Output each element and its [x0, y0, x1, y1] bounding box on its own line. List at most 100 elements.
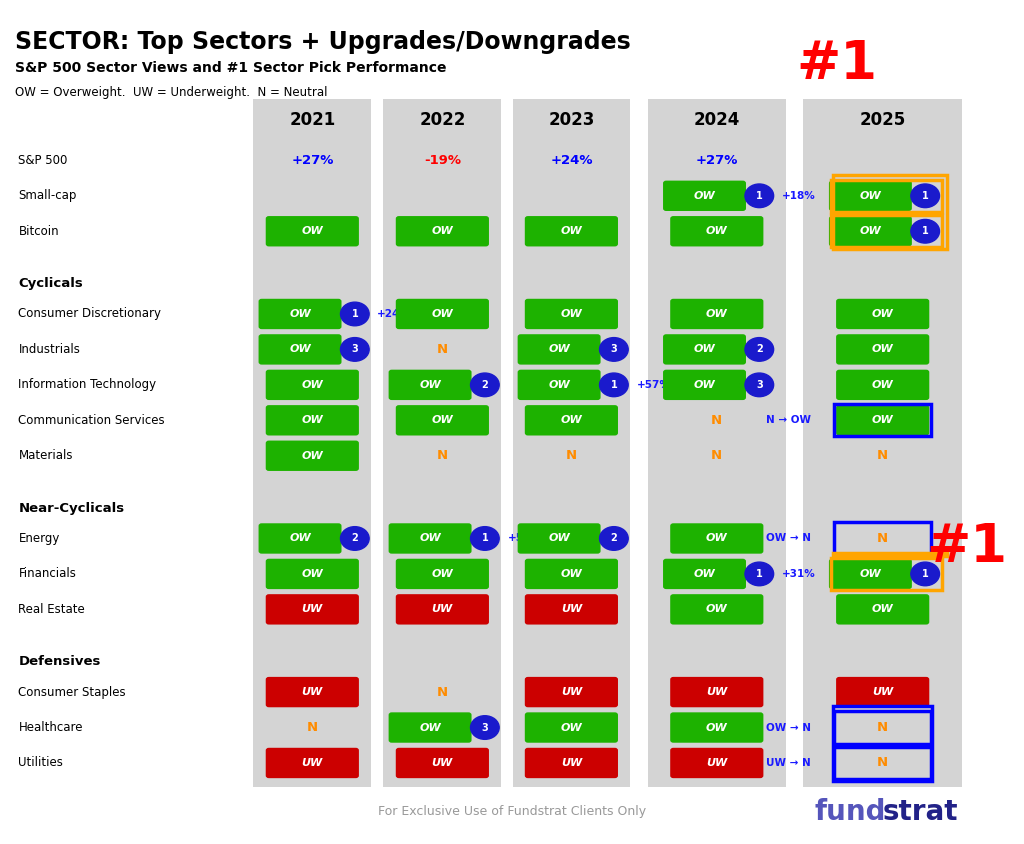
Text: Communication Services: Communication Services — [18, 414, 165, 427]
FancyBboxPatch shape — [525, 216, 618, 246]
FancyBboxPatch shape — [266, 441, 359, 471]
Text: S&P 500: S&P 500 — [18, 154, 68, 167]
FancyBboxPatch shape — [836, 299, 930, 329]
FancyBboxPatch shape — [525, 559, 618, 589]
Bar — [803, 99, 963, 787]
Text: Utilities: Utilities — [18, 756, 63, 770]
Text: SECTOR: Top Sectors + Upgrades/Downgrades: SECTOR: Top Sectors + Upgrades/Downgrade… — [15, 30, 631, 53]
Text: Bitcoin: Bitcoin — [18, 225, 59, 238]
Text: OW: OW — [419, 722, 441, 733]
Text: OW: OW — [301, 415, 324, 425]
Bar — [831, 215, 942, 247]
Text: +59%: +59% — [508, 533, 541, 544]
FancyBboxPatch shape — [525, 299, 618, 329]
FancyBboxPatch shape — [395, 559, 489, 589]
Text: 2: 2 — [351, 533, 358, 544]
FancyBboxPatch shape — [395, 594, 489, 625]
Bar — [831, 180, 942, 212]
Text: N: N — [878, 449, 888, 463]
Circle shape — [340, 338, 370, 361]
Text: Financials: Financials — [18, 567, 77, 581]
FancyBboxPatch shape — [525, 677, 618, 707]
Text: Healthcare: Healthcare — [18, 721, 83, 734]
FancyBboxPatch shape — [664, 370, 745, 400]
FancyBboxPatch shape — [670, 712, 763, 743]
Text: OW: OW — [560, 226, 583, 236]
Text: 1: 1 — [922, 226, 929, 236]
FancyBboxPatch shape — [670, 748, 763, 778]
Text: 3: 3 — [481, 722, 488, 733]
Text: OW: OW — [693, 191, 716, 201]
FancyBboxPatch shape — [525, 748, 618, 778]
Text: UW: UW — [302, 604, 323, 614]
Text: N: N — [437, 685, 447, 699]
Text: 1: 1 — [756, 191, 763, 201]
Circle shape — [600, 338, 629, 361]
Text: OW: OW — [289, 533, 311, 544]
Text: 1: 1 — [922, 569, 929, 579]
Text: OW: OW — [301, 451, 324, 461]
Text: Consumer Discretionary: Consumer Discretionary — [18, 307, 162, 321]
Text: Information Technology: Information Technology — [18, 378, 157, 392]
Text: 1: 1 — [756, 569, 763, 579]
Text: UW: UW — [432, 604, 453, 614]
FancyBboxPatch shape — [518, 370, 600, 400]
Text: S&P 500 Sector Views and #1 Sector Pick Performance: S&P 500 Sector Views and #1 Sector Pick … — [15, 61, 446, 75]
Text: 1: 1 — [351, 309, 358, 319]
Text: OW → N: OW → N — [766, 533, 811, 544]
Bar — [834, 553, 946, 556]
Text: OW: OW — [871, 415, 894, 425]
FancyBboxPatch shape — [266, 370, 359, 400]
Text: 2: 2 — [610, 533, 617, 544]
FancyBboxPatch shape — [258, 523, 341, 554]
Text: UW: UW — [302, 758, 323, 768]
FancyBboxPatch shape — [836, 594, 930, 625]
FancyBboxPatch shape — [670, 299, 763, 329]
FancyBboxPatch shape — [525, 594, 618, 625]
Bar — [254, 99, 371, 787]
FancyBboxPatch shape — [525, 712, 618, 743]
Text: OW: OW — [289, 309, 311, 319]
Text: +31%: +31% — [782, 569, 815, 579]
Bar — [383, 99, 502, 787]
FancyBboxPatch shape — [388, 712, 471, 743]
Text: 3: 3 — [756, 380, 763, 390]
Text: 1: 1 — [610, 380, 617, 390]
Text: OW: OW — [871, 309, 894, 319]
FancyBboxPatch shape — [266, 677, 359, 707]
Text: N: N — [437, 449, 447, 463]
Circle shape — [600, 373, 629, 397]
Text: Real Estate: Real Estate — [18, 603, 85, 616]
Text: Cyclicals: Cyclicals — [18, 277, 83, 290]
Circle shape — [744, 562, 774, 586]
Text: OW: OW — [548, 533, 570, 544]
Circle shape — [471, 527, 500, 550]
Bar — [834, 747, 932, 779]
Text: +24%: +24% — [550, 154, 593, 167]
Text: OW: OW — [560, 415, 583, 425]
FancyBboxPatch shape — [266, 405, 359, 436]
Text: UW: UW — [561, 604, 582, 614]
Text: OW: OW — [431, 569, 454, 579]
Circle shape — [744, 184, 774, 208]
FancyBboxPatch shape — [388, 370, 471, 400]
Bar — [513, 99, 631, 787]
Text: OW: OW — [859, 191, 882, 201]
Text: 2: 2 — [481, 380, 488, 390]
Text: fund: fund — [814, 798, 886, 826]
Circle shape — [911, 562, 940, 586]
Text: 1: 1 — [922, 191, 929, 201]
Text: OW: OW — [419, 380, 441, 390]
FancyBboxPatch shape — [664, 559, 745, 589]
Text: +57%: +57% — [637, 380, 671, 390]
Text: strat: strat — [883, 798, 958, 826]
Text: +18%: +18% — [782, 191, 815, 201]
Text: OW: OW — [301, 380, 324, 390]
Text: OW: OW — [859, 226, 882, 236]
Text: OW: OW — [871, 604, 894, 614]
Text: N: N — [878, 721, 888, 734]
Bar — [834, 522, 932, 555]
Circle shape — [744, 373, 774, 397]
FancyBboxPatch shape — [258, 299, 341, 329]
Text: Near-Cyclicals: Near-Cyclicals — [18, 501, 125, 515]
